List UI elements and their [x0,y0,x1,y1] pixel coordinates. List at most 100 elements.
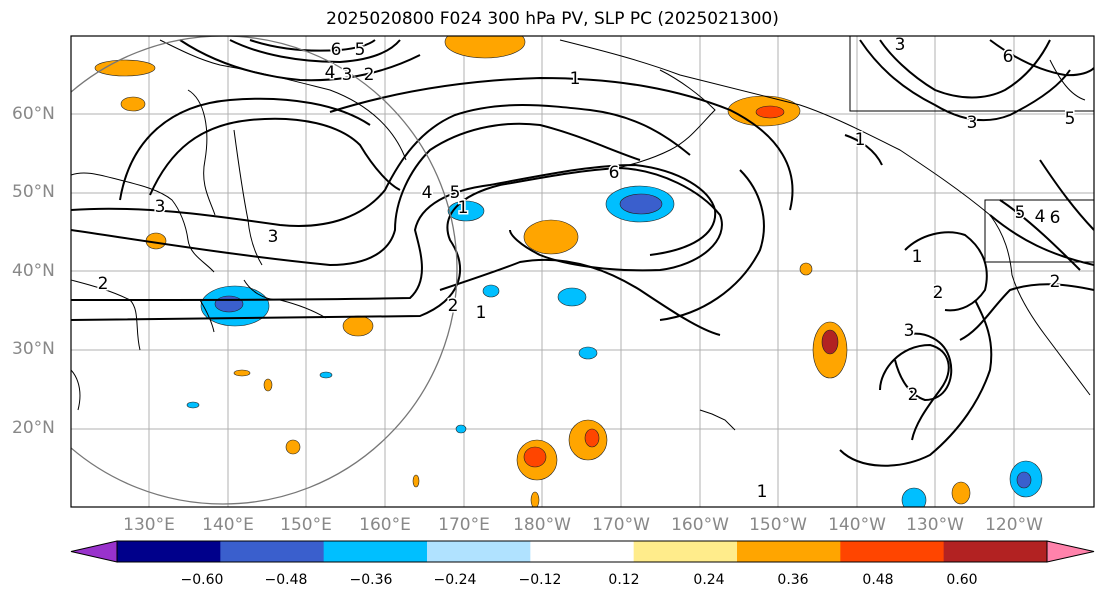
contour-label: 1 [476,303,487,323]
contour-label: 1 [458,198,469,218]
pv-positive-area [530,491,540,507]
colorbar-extend-high [1046,540,1095,563]
lat-label: 50°N [12,182,55,202]
colorbar-segment [737,541,841,562]
colorbar-tick-label: −0.60 [180,572,224,588]
pv-positive-area [263,378,273,392]
lon-label: 140°E [202,515,254,535]
lon-label: 140°W [828,515,886,535]
pv-negative-area [455,424,467,434]
lon-label: 160°E [359,515,411,535]
contour-label: 2 [908,385,919,405]
colorbar-tick-label: −0.12 [518,572,562,588]
pv-negative-core [619,193,663,215]
colorbar-frame [116,540,1048,563]
pv-positive-area [444,36,526,59]
map-frame [70,35,1095,508]
pv-negative-core [214,295,244,313]
lon-label: 130°E [123,515,175,535]
lat-label: 60°N [12,104,55,124]
pv-negative-area [482,284,500,298]
colorbar-segment [117,541,221,562]
contour-label: 4 [325,63,336,83]
pv-negative-area [319,371,333,379]
pv-negative-area [557,287,587,307]
contour-label: 3 [895,35,906,55]
pv-positive-area [285,439,301,455]
contour-label: 6 [331,40,342,60]
colorbar-tick-label: −0.48 [264,572,308,588]
contour-label: 6 [1003,47,1014,67]
colorbar-tick-label: 0.12 [608,572,640,588]
contour-label: 5 [450,183,461,203]
contour-label: 3 [967,113,978,133]
lon-label: 130°W [906,515,964,535]
contour-label: 2 [933,283,944,303]
pv-negative-area [578,346,598,360]
colorbar-segment [530,541,635,562]
contour-label: 2 [448,296,459,316]
pv-positive-core [584,428,600,448]
pv-positive-area [342,315,374,337]
pv-positive-core [821,329,839,355]
contour-label: 6 [1050,208,1061,228]
graticule [71,36,1094,507]
colorbar [70,540,1095,563]
contour-label: 4 [422,183,433,203]
lon-label: 150°E [280,515,332,535]
colorbar-segment [323,541,428,562]
contour-label: 6 [609,163,620,183]
pv-positive-area [951,481,971,505]
contour-label: 5 [1065,109,1076,129]
colorbar-tick-label: 0.60 [946,572,978,588]
contour-label: 1 [757,482,768,502]
colorbar-tick-label: −0.24 [433,572,477,588]
regional-boxes [849,36,1094,263]
pv-positive-area [523,219,579,255]
pv-positive-core [523,446,547,468]
pv-negative-area [186,401,200,409]
contour-label: 2 [364,65,375,85]
pv-negative-core [1016,471,1032,489]
pv-positive-area [94,59,156,77]
colorbar-segment [840,541,945,562]
pv-positive-area [120,96,146,112]
lon-label: 150°W [749,515,807,535]
colorbar-tick-label: −0.36 [349,572,393,588]
colorbar-tick-label: 0.36 [777,572,809,588]
pv-negative-area [901,487,927,507]
lon-label: 160°W [671,515,729,535]
contour-label: 3 [155,197,166,217]
contour-label: 3 [904,321,915,341]
lat-label: 20°N [12,418,55,438]
chart-title: 2025020800 F024 300 hPa PV, SLP PC (2025… [326,9,779,29]
colorbar-segment [633,541,738,562]
colorbar-segment [220,541,325,562]
contour-label: 1 [570,69,581,89]
pv-positive-area [412,474,420,488]
contour-label: 3 [268,227,279,247]
contour-label: 2 [1050,272,1061,292]
pv-positive-area [233,369,251,377]
contour-label: 4 [1035,207,1046,227]
lat-label: 40°N [12,261,55,281]
reference-circle [71,36,458,505]
contour-label: 3 [342,65,353,85]
pv-positive-core [755,105,785,119]
lon-label: 120°W [985,515,1043,535]
lon-label: 170°E [438,515,490,535]
contour-label: 1 [912,247,923,267]
lon-label: 180°W [513,515,571,535]
colorbar-segment [427,541,531,562]
pv-positive-area [799,262,813,276]
colorbar-tick-label: 0.48 [862,572,894,588]
colorbar-segment [943,541,1048,562]
colorbar-extend-low [70,540,118,563]
contour-label: 5 [1015,203,1026,223]
contour-label: 1 [855,130,866,150]
contour-label: 5 [355,40,366,60]
lon-label: 170°W [592,515,650,535]
pv-fill-areas [94,36,1043,507]
